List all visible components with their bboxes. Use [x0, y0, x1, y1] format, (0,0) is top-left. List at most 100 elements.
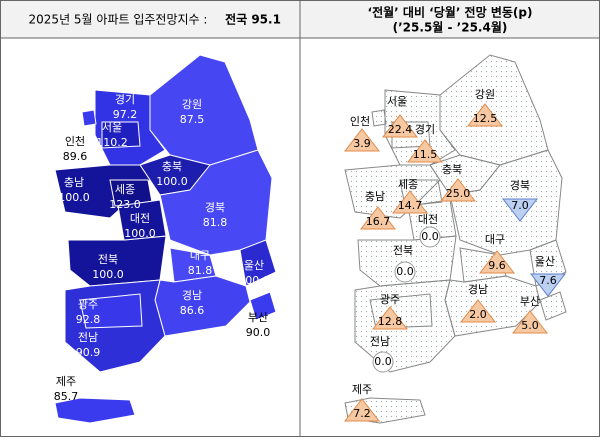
region-name: 경남	[182, 289, 202, 302]
right-subtitle: (’25.5월 - ’25.4월)	[393, 20, 508, 35]
region	[159, 149, 273, 256]
region-name: 인천	[65, 134, 85, 148]
change-value: 16.7	[366, 215, 391, 228]
trend-up	[466, 103, 504, 127]
region-value: 87.5	[180, 113, 205, 126]
region-value: 97.2	[113, 108, 138, 121]
change-value: 0.0	[374, 355, 392, 368]
trend-down	[501, 198, 539, 222]
trend-flat	[394, 261, 416, 283]
left-title: 2025년 5월 아파트 입주전망지수 :	[29, 13, 208, 27]
region-outline	[539, 291, 567, 321]
trend-up	[371, 306, 409, 330]
region	[249, 291, 277, 321]
region-name: 경북	[510, 179, 530, 192]
region-name: 인천	[350, 114, 370, 128]
trend-up	[343, 128, 381, 152]
change-value: 11.5	[413, 148, 438, 161]
region-value: 81.8	[203, 216, 228, 229]
trend-up	[478, 250, 516, 274]
region-name: 제주	[56, 375, 76, 388]
change-value: 3.9	[353, 137, 371, 150]
region-name: 대구	[485, 233, 505, 246]
region-value: 100.0	[124, 227, 156, 240]
region-value: 89.6	[63, 150, 88, 163]
region-name: 광주	[380, 293, 400, 306]
region-name: 강원	[182, 98, 202, 111]
region-name: 부산	[520, 295, 540, 308]
right-title: ‘전월’ 대비 ‘당월’ 전망 변동(p)	[368, 5, 533, 20]
region-value: 90.0	[246, 326, 271, 339]
trend-up	[511, 310, 549, 334]
trend-flat	[372, 351, 394, 373]
region-name: 광주	[78, 298, 98, 311]
region-name: 울산	[244, 259, 264, 272]
change-value: 5.0	[521, 319, 539, 332]
change-value: 2.0	[469, 308, 487, 321]
region	[117, 199, 167, 241]
region-value: 100.0	[92, 268, 124, 281]
region-name: 전북	[98, 253, 118, 266]
region-name: 경기	[115, 93, 135, 106]
region	[101, 121, 141, 149]
change-value: 7.0	[511, 199, 529, 212]
trend-up	[381, 114, 419, 138]
trend-up	[391, 190, 429, 214]
region-value: 86.6	[180, 304, 205, 317]
change-value: 12.8	[378, 315, 403, 328]
change-value: 0.0	[396, 265, 414, 278]
region-name: 대전	[130, 212, 150, 225]
region-name: 충북	[162, 160, 182, 173]
region-value: 100.0	[58, 191, 90, 204]
change-value: 12.5	[473, 112, 498, 125]
region-name: 전남	[370, 335, 390, 348]
region-value: 100.0	[156, 175, 188, 188]
change-value: 25.0	[446, 187, 471, 200]
region-name: 경기	[415, 123, 435, 136]
region-value: 92.8	[76, 313, 101, 326]
region-name: 서울	[102, 121, 122, 134]
change-value: 22.4	[388, 123, 413, 136]
region-name: 전남	[78, 331, 98, 344]
trend-flat	[419, 226, 441, 248]
region-value: 90.9	[76, 346, 101, 359]
region-name: 전북	[393, 244, 413, 257]
national: 전국 95.1	[225, 12, 281, 27]
region-name: 서울	[387, 95, 407, 108]
region-name: 충남	[365, 190, 385, 203]
change-value: 7.6	[539, 274, 557, 287]
region-outline	[371, 109, 387, 127]
trend-up	[359, 206, 397, 230]
trend-up	[459, 299, 497, 323]
change-value: 7.2	[353, 407, 371, 420]
trend-down	[529, 273, 567, 297]
trend-up	[343, 398, 381, 422]
region-name: 대구	[190, 249, 210, 262]
region-value: 100.0	[238, 274, 270, 287]
change-value: 14.7	[398, 199, 423, 212]
region-value: 110.2	[96, 136, 128, 149]
region	[81, 109, 97, 127]
region-name: 경북	[205, 201, 225, 214]
region-value: 123.0	[109, 198, 141, 211]
region-value: 85.7	[54, 390, 79, 403]
region-name: 대전	[418, 213, 438, 226]
region-name: 경남	[468, 283, 488, 296]
region	[239, 239, 277, 287]
region	[79, 293, 143, 329]
region-name: 세종	[115, 183, 135, 196]
region-value: 81.8	[188, 264, 213, 277]
region-name: 울산	[535, 255, 555, 268]
region-name: 충북	[442, 163, 462, 176]
trend-up	[406, 139, 444, 163]
region-name: 부산	[248, 311, 268, 324]
region	[54, 397, 136, 424]
change-value: 9.6	[488, 259, 506, 272]
region-name: 충남	[64, 176, 84, 189]
region-name: 강원	[475, 88, 495, 101]
trend-up	[439, 178, 477, 202]
region-name: 세종	[398, 178, 418, 191]
change-value: 0.0	[421, 230, 439, 243]
region-name: 제주	[352, 383, 372, 396]
